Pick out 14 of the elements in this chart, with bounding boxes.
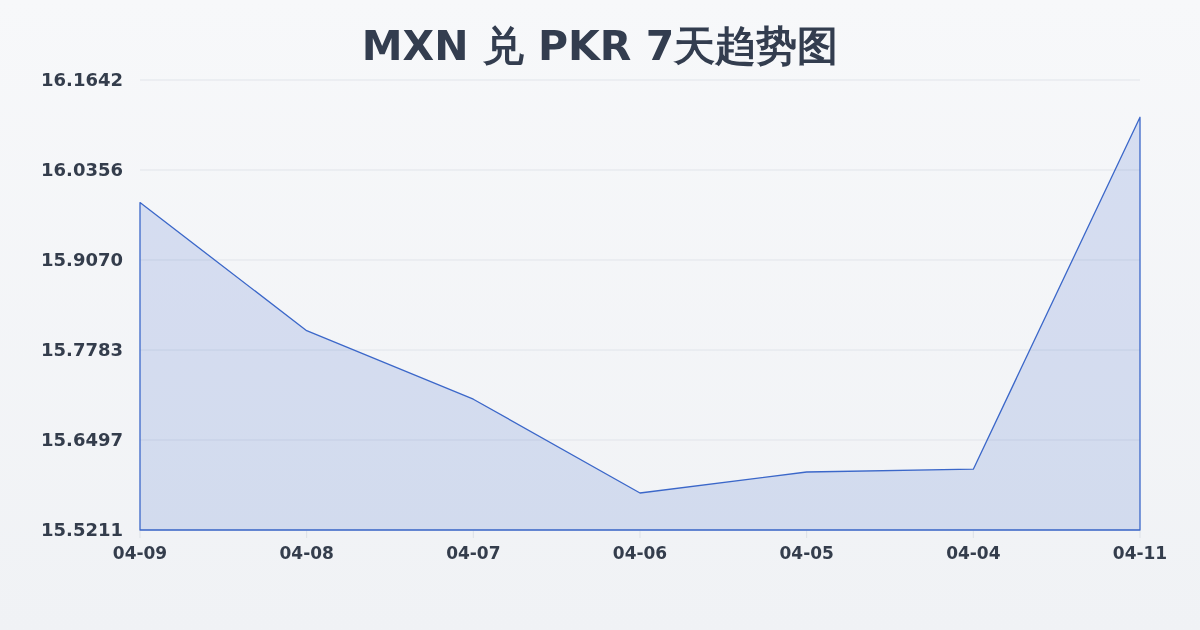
x-tick-label: 04-05: [779, 543, 834, 563]
x-tick-label: 04-06: [612, 543, 668, 563]
y-tick-label: 16.1642: [41, 69, 123, 91]
y-tick-label: 16.0356: [41, 159, 123, 181]
y-tick-label: 15.6497: [41, 429, 123, 451]
x-tick-label: 04-08: [279, 543, 334, 563]
y-tick-label: 15.9070: [41, 249, 123, 271]
y-tick-label: 15.5211: [41, 519, 123, 541]
chart-title: MXN 兑 PKR 7天趋势图: [361, 22, 839, 70]
x-tick-label: 04-07: [446, 543, 501, 563]
x-tick-label: 04-09: [112, 543, 168, 563]
y-tick-label: 15.7783: [41, 339, 123, 361]
x-tick-label: 04-04: [946, 543, 1001, 563]
x-tick-label: 04-11: [1112, 543, 1168, 563]
